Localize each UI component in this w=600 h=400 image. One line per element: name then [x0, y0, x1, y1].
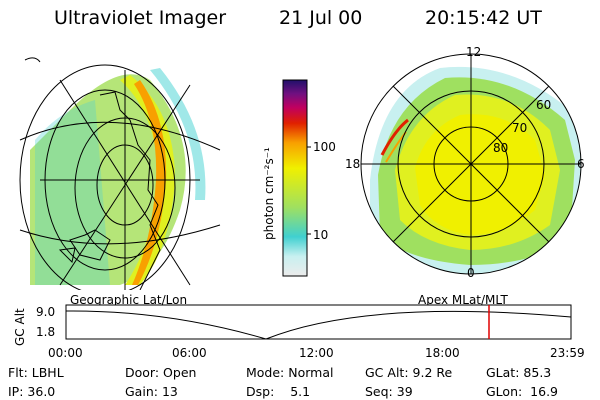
coastline-outline [58, 91, 161, 290]
time-tick-1200: 12:00 [299, 346, 334, 360]
altitude-axis-label: GC Alt [13, 308, 27, 346]
glon-field: GLon: 16.9 [486, 384, 559, 399]
right-panel-caption: Apex MLat/MLT [418, 293, 508, 307]
left-panel-caption: Geographic Lat/Lon [70, 293, 188, 307]
time-label: 20:15:42 UT [425, 7, 542, 29]
glat-field: GLat: 85.3 [486, 365, 552, 380]
altitude-tick-1-8: 1.8 [36, 325, 56, 339]
altitude-tick-9: 9.0 [36, 305, 56, 319]
seq-field: Seq: 39 [365, 384, 413, 399]
mlat-label-70: 70 [512, 121, 528, 135]
mode-field: Mode: Normal [246, 365, 334, 380]
ip-field: IP: 36.0 [8, 384, 56, 399]
time-tick-1800: 18:00 [425, 346, 460, 360]
colorbar-unit-label: photon cm⁻²s⁻¹ [262, 147, 276, 240]
date-label: 21 Jul 00 [279, 7, 363, 29]
app-title: Ultraviolet Imager [54, 7, 227, 29]
mlt-label-18: 18 [345, 157, 361, 171]
mlt-label-12: 12 [466, 45, 482, 59]
time-tick-0000: 00:00 [48, 346, 83, 360]
time-tick-0600: 06:00 [172, 346, 207, 360]
gc-alt-field: GC Alt: 9.2 Re [365, 365, 453, 380]
mlt-label-0: 0 [467, 266, 475, 280]
colorbar [282, 79, 311, 277]
altitude-timeline-chart [65, 304, 572, 340]
mlat-label-60: 60 [536, 98, 552, 112]
dsp-field: Dsp: 5.1 [246, 384, 311, 399]
gain-field: Gain: 13 [125, 384, 178, 399]
door-field: Door: Open [125, 365, 197, 380]
aurora-emission [30, 74, 186, 286]
colorbar-tick-10: 10 [313, 228, 329, 242]
flt-field: Flt: LBHL [8, 365, 64, 380]
altitude-curve [65, 310, 572, 340]
mlt-label-6: 6 [577, 157, 585, 171]
earth-limb [19, 64, 191, 290]
polar-mlat-mlt-panel [360, 53, 582, 275]
colorbar-tick-100: 100 [313, 140, 336, 154]
mlat-label-80: 80 [493, 141, 509, 155]
time-tick-2359: 23:59 [550, 346, 585, 360]
